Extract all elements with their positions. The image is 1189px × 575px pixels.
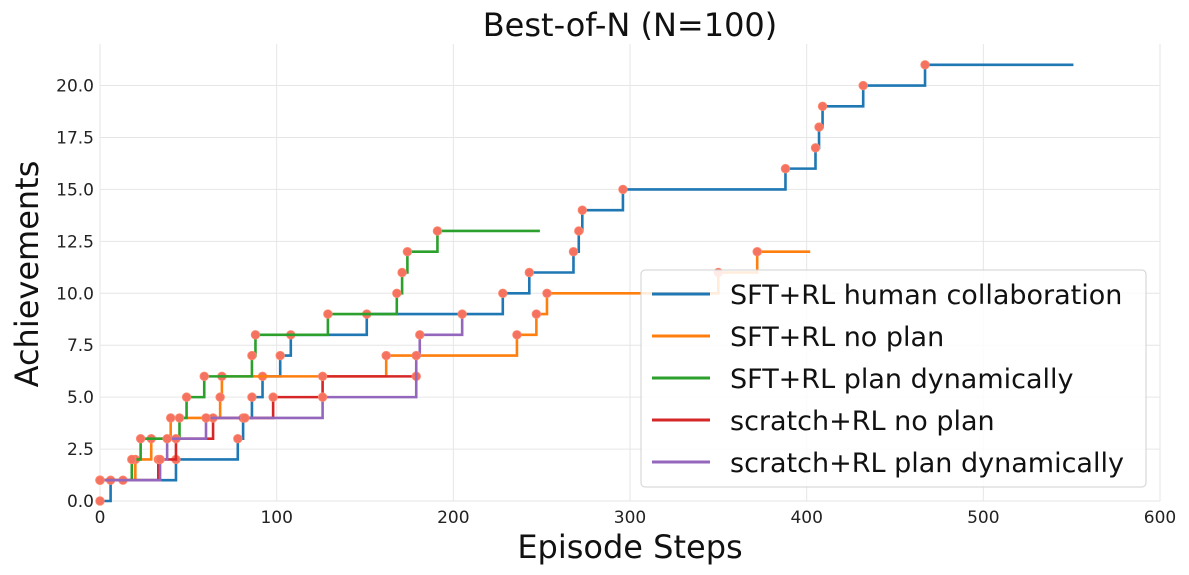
- data-point: [618, 184, 628, 195]
- data-point: [392, 288, 402, 298]
- legend-entry: SFT+RL human collaboration: [652, 280, 1122, 311]
- data-point: [240, 413, 250, 423]
- data-point: [814, 122, 824, 132]
- data-point: [201, 413, 211, 423]
- chart-title: Best-of-N (N=100): [483, 6, 778, 44]
- data-point: [817, 101, 828, 112]
- y-tick-label: 20.0: [56, 77, 94, 97]
- data-point: [381, 350, 391, 361]
- data-point: [174, 413, 185, 423]
- data-point: [181, 392, 192, 402]
- data-point: [95, 475, 105, 485]
- x-tick-label: 500: [967, 508, 999, 528]
- data-point: [577, 205, 588, 215]
- data-point: [858, 80, 868, 91]
- data-point: [920, 60, 930, 70]
- y-tick-label: 15.0: [56, 180, 94, 200]
- x-tick-label: 0: [95, 508, 106, 528]
- data-point: [512, 330, 522, 340]
- data-point: [752, 247, 762, 257]
- y-tick-label: 7.5: [67, 336, 94, 356]
- series-4: [95, 309, 467, 485]
- legend-frame: [640, 269, 1147, 488]
- series-3: [95, 371, 421, 485]
- data-point: [574, 226, 584, 236]
- series-0: [95, 60, 1074, 506]
- data-point: [247, 350, 257, 361]
- series-line: [100, 375, 417, 482]
- data-point: [411, 350, 421, 361]
- data-point: [95, 496, 105, 506]
- legend-label: scratch+RL plan dynamically: [730, 448, 1124, 479]
- data-point: [275, 350, 285, 361]
- data-point: [247, 392, 257, 402]
- data-point: [531, 309, 542, 319]
- data-point: [457, 309, 467, 319]
- legend-label: scratch+RL no plan: [730, 406, 995, 437]
- data-point: [268, 392, 278, 402]
- y-tick-label: 17.5: [56, 128, 94, 148]
- legend-entry: scratch+RL no plan: [652, 406, 995, 437]
- legend: SFT+RL human collaboration SFT+RL no plan…: [640, 269, 1147, 488]
- legend-entry: scratch+RL plan dynamically: [652, 448, 1124, 479]
- data-point: [317, 371, 328, 382]
- data-point: [165, 413, 176, 423]
- x-tick-label: 600: [1144, 508, 1176, 528]
- x-tick-label: 300: [614, 508, 646, 528]
- y-tick-label: 12.5: [56, 232, 94, 252]
- y-tick-label: 10.0: [56, 284, 94, 304]
- data-point: [524, 267, 535, 278]
- data-point: [250, 330, 261, 340]
- data-point: [199, 371, 209, 382]
- data-point: [323, 309, 333, 319]
- legend-entry: SFT+RL plan dynamically: [652, 364, 1074, 395]
- x-tick-label: 400: [790, 508, 822, 528]
- data-point: [498, 288, 508, 298]
- axis-ticks: 0 100 200 300 400 500 600 0.0 2.5 5.0 7.5 10.0 12.5 1…: [56, 77, 1176, 528]
- data-point: [317, 392, 328, 402]
- data-point: [542, 288, 552, 298]
- y-tick-label: 0.0: [67, 492, 94, 512]
- y-tick-label: 5.0: [67, 388, 94, 408]
- x-axis-title: Episode Steps: [517, 528, 742, 566]
- y-axis-title: Achievements: [8, 161, 46, 388]
- data-point: [155, 454, 165, 465]
- data-point: [415, 330, 425, 340]
- data-point: [135, 433, 146, 444]
- legend-label: SFT+RL no plan: [730, 322, 944, 353]
- data-point: [233, 433, 243, 444]
- data-point: [568, 247, 579, 257]
- legend-label: SFT+RL plan dynamically: [730, 364, 1074, 395]
- data-point: [402, 247, 413, 257]
- data-point: [432, 226, 443, 236]
- y-tick-label: 2.5: [67, 440, 94, 460]
- data-point: [162, 433, 172, 444]
- x-tick-label: 200: [437, 508, 469, 528]
- legend-label: SFT+RL human collaboration: [730, 280, 1122, 311]
- data-point: [780, 163, 791, 174]
- data-point: [810, 143, 821, 153]
- x-tick-label: 100: [260, 508, 292, 528]
- data-point: [397, 267, 407, 278]
- legend-entry: SFT+RL no plan: [652, 322, 944, 353]
- data-point: [127, 454, 137, 465]
- data-point: [215, 392, 225, 402]
